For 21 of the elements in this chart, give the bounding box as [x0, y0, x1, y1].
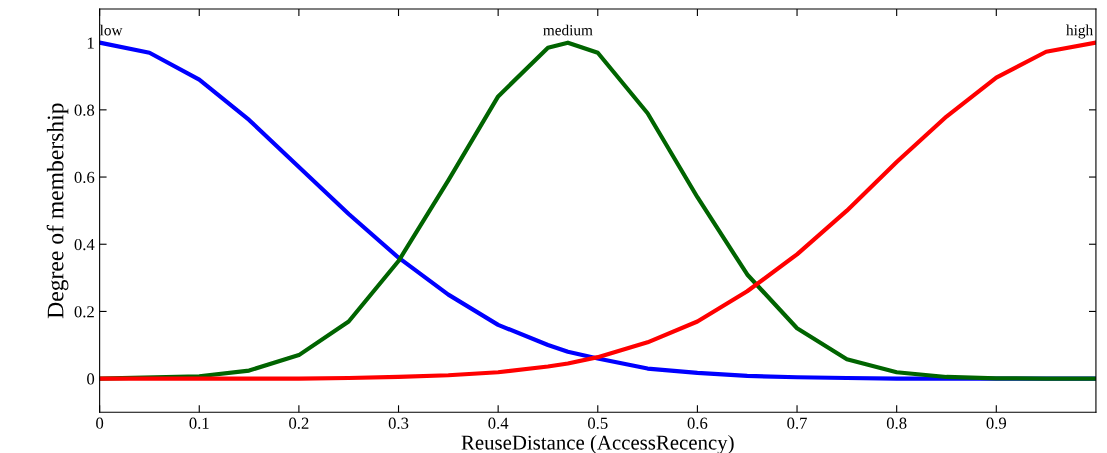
y-tick-label: 0.2 [74, 306, 94, 318]
y-axis-title: Degree of membership [46, 103, 69, 319]
x-tick-label: 0.6 [687, 417, 708, 429]
annotation: medium [543, 24, 593, 36]
x-tick-label: 0.3 [388, 417, 409, 429]
x-tick-label: 0.2 [289, 417, 309, 429]
y-tick-label: 0.4 [74, 238, 95, 251]
y-tick-label: 0 [87, 373, 95, 385]
x-tick-label: 0.1 [189, 417, 209, 429]
y-tick-label: 0.8 [74, 104, 95, 116]
x-tick-label: 0.5 [588, 417, 608, 429]
y-tick-label: 0.6 [74, 171, 95, 184]
x-axis-title: ReuseDistance (AccessRecency) [461, 434, 734, 453]
annotation: high [1066, 24, 1093, 39]
x-tick-label: 0.4 [488, 417, 509, 429]
y-tick-label: 1 [87, 37, 94, 49]
x-tick-label: 0.7 [787, 417, 807, 429]
annotation: low [99, 24, 123, 36]
x-tick-label: 0.9 [986, 417, 1007, 429]
x-tick-label: 0 [96, 417, 104, 429]
x-tick-label: 0.8 [886, 417, 907, 429]
